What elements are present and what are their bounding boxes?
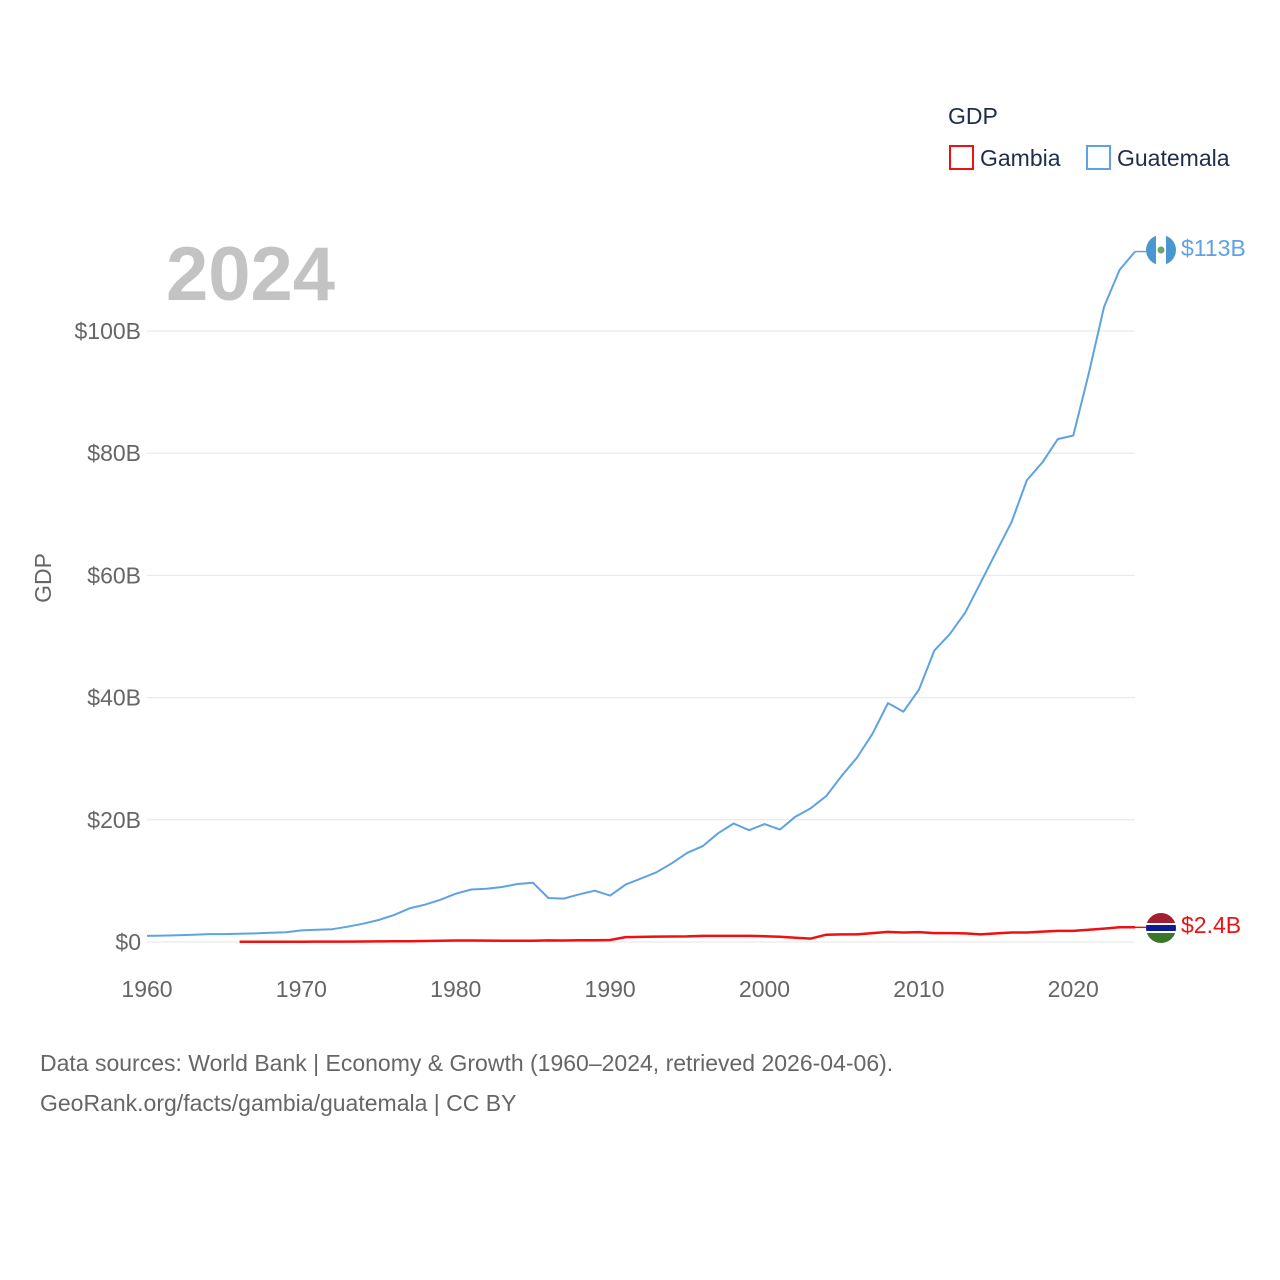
source-line-1: Data sources: World Bank | Economy & Gro…	[40, 1050, 894, 1076]
x-axis-ticks: 1960 1970 1980 1990 2000 2010 2020	[121, 976, 1098, 1002]
guatemala-end-value-label: $113B	[1181, 235, 1246, 261]
legend-label-guatemala[interactable]: Guatemala	[1117, 145, 1230, 171]
x-tick-label: 1970	[276, 976, 327, 1002]
y-tick-label: $60B	[87, 562, 141, 588]
legend-swatch-guatemala[interactable]	[1086, 145, 1111, 170]
grid-lines	[147, 330, 1135, 943]
gambia-flag-icon	[1146, 913, 1176, 943]
year-overlay: 2024	[166, 232, 335, 317]
y-tick-label: $0	[115, 929, 141, 955]
y-tick-label: $80B	[87, 440, 141, 466]
x-tick-label: 1990	[585, 976, 636, 1002]
legend-swatch-gambia[interactable]	[949, 145, 974, 170]
y-axis-ticks: $0 $20B $40B $60B $80B $100B	[74, 318, 141, 955]
x-tick-label: 2010	[893, 976, 944, 1002]
gdp-line-chart: $0 $20B $40B $60B $80B $100B 1960 1970 1980 1990…	[30, 103, 1246, 1002]
legend-title: GDP	[948, 103, 998, 129]
legend-label-gambia[interactable]: Gambia	[980, 145, 1061, 171]
series-lines	[146, 250, 1146, 943]
guatemala-flag-icon	[1146, 235, 1176, 265]
data-source-note: Data sources: World Bank | Economy & Gro…	[40, 1043, 893, 1123]
y-tick-label: $20B	[87, 807, 141, 833]
gambia-end-value-label: $2.4B	[1181, 912, 1241, 938]
x-tick-label: 1960	[121, 976, 172, 1002]
y-tick-label: $40B	[87, 685, 141, 711]
y-tick-label: $100B	[74, 318, 141, 344]
source-line-2[interactable]: GeoRank.org/facts/gambia/guatemala | CC …	[40, 1090, 517, 1116]
y-axis-title: GDP	[30, 553, 56, 603]
x-tick-label: 2020	[1048, 976, 1099, 1002]
series-line-guatemala[interactable]	[146, 250, 1136, 937]
x-tick-label: 1980	[430, 976, 481, 1002]
x-tick-label: 2000	[739, 976, 790, 1002]
series-line-gambia[interactable]	[239, 926, 1135, 943]
